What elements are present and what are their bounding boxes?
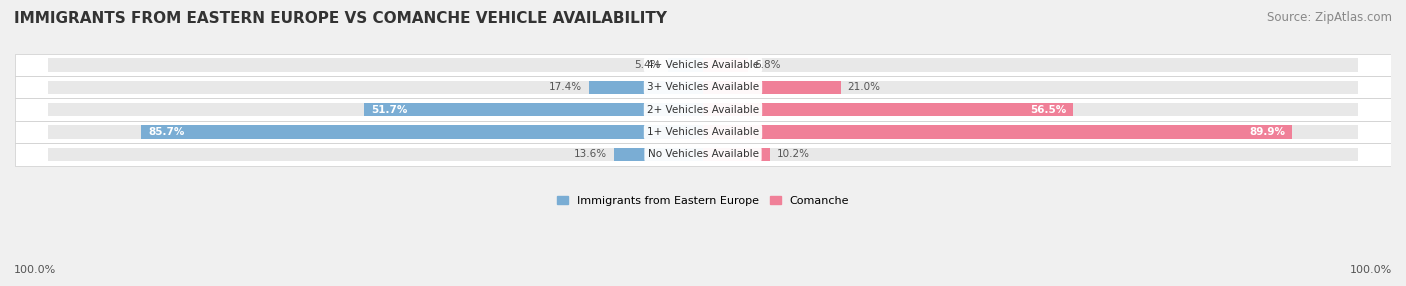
FancyBboxPatch shape [15, 76, 1391, 98]
Bar [703, 103, 1073, 116]
Bar [703, 81, 841, 94]
Bar [703, 148, 770, 161]
Bar [703, 58, 1358, 72]
Bar [703, 125, 1292, 139]
Text: 1+ Vehicles Available: 1+ Vehicles Available [647, 127, 759, 137]
Text: 21.0%: 21.0% [848, 82, 880, 92]
Text: 56.5%: 56.5% [1031, 105, 1067, 115]
FancyBboxPatch shape [15, 143, 1391, 166]
Bar [48, 148, 703, 161]
Text: 4+ Vehicles Available: 4+ Vehicles Available [647, 60, 759, 70]
Bar [48, 125, 703, 139]
FancyBboxPatch shape [15, 98, 1391, 121]
Text: IMMIGRANTS FROM EASTERN EUROPE VS COMANCHE VEHICLE AVAILABILITY: IMMIGRANTS FROM EASTERN EUROPE VS COMANC… [14, 11, 666, 26]
Legend: Immigrants from Eastern Europe, Comanche: Immigrants from Eastern Europe, Comanche [553, 191, 853, 210]
Text: 13.6%: 13.6% [574, 149, 607, 159]
Text: 85.7%: 85.7% [148, 127, 184, 137]
FancyBboxPatch shape [15, 121, 1391, 143]
Bar [703, 58, 748, 72]
Text: 6.8%: 6.8% [754, 60, 780, 70]
Bar [48, 58, 703, 72]
Text: 10.2%: 10.2% [776, 149, 810, 159]
Text: 3+ Vehicles Available: 3+ Vehicles Available [647, 82, 759, 92]
Bar [703, 125, 1358, 139]
Text: Source: ZipAtlas.com: Source: ZipAtlas.com [1267, 11, 1392, 24]
Bar [703, 81, 1358, 94]
Bar [48, 103, 703, 116]
Bar [703, 148, 1358, 161]
Text: 2+ Vehicles Available: 2+ Vehicles Available [647, 105, 759, 115]
Text: 100.0%: 100.0% [1350, 265, 1392, 275]
Bar [614, 148, 703, 161]
Text: 89.9%: 89.9% [1250, 127, 1285, 137]
Text: 51.7%: 51.7% [371, 105, 408, 115]
Bar [668, 58, 703, 72]
Bar [364, 103, 703, 116]
Bar [48, 81, 703, 94]
Bar [142, 125, 703, 139]
Text: 5.4%: 5.4% [634, 60, 661, 70]
Text: 17.4%: 17.4% [550, 82, 582, 92]
FancyBboxPatch shape [15, 54, 1391, 76]
Bar [703, 103, 1358, 116]
Bar [589, 81, 703, 94]
Text: No Vehicles Available: No Vehicles Available [648, 149, 758, 159]
Text: 100.0%: 100.0% [14, 265, 56, 275]
